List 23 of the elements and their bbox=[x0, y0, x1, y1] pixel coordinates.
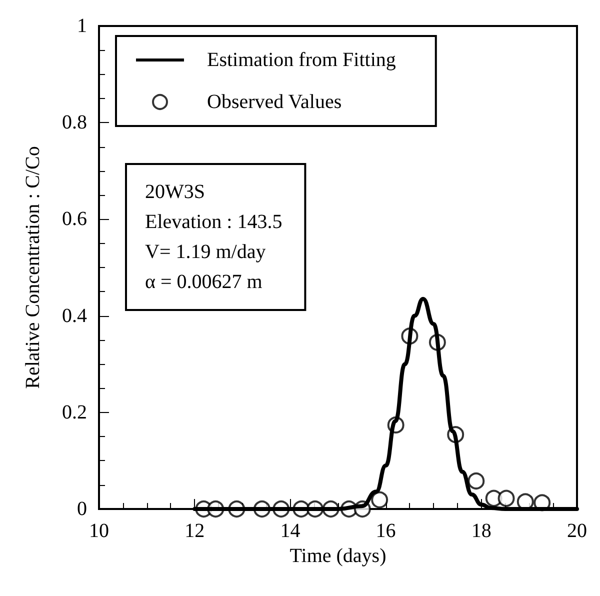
x-tick-label: 16 bbox=[376, 520, 396, 542]
y-tick-label: 0.8 bbox=[62, 112, 87, 134]
x-tick-label: 18 bbox=[471, 520, 492, 542]
legend-label: Observed Values bbox=[207, 91, 342, 113]
legend-label: Estimation from Fitting bbox=[207, 49, 396, 71]
x-tick-label: 10 bbox=[89, 520, 109, 542]
annotation: 20W3S bbox=[145, 181, 205, 203]
y-tick-label: 1 bbox=[77, 15, 87, 37]
x-axis-title: Time (days) bbox=[290, 544, 386, 567]
y-tick-label: 0.4 bbox=[62, 304, 87, 327]
x-tick-label: 12 bbox=[184, 520, 205, 542]
y-tick-label: 0.2 bbox=[62, 401, 87, 424]
point bbox=[371, 491, 388, 508]
point bbox=[468, 472, 485, 490]
y-tick-label: 0 bbox=[77, 498, 87, 520]
annotation: V= 1.19 m/day bbox=[145, 241, 266, 263]
x-tick-label: 20 bbox=[567, 520, 587, 542]
y-tick-label: 0.6 bbox=[62, 208, 87, 230]
x-tick-label: 14 bbox=[280, 520, 300, 542]
y-axis-title: Relative Concentration : C/Co bbox=[22, 146, 44, 389]
annotation: Elevation : 143.5 bbox=[145, 211, 282, 233]
point bbox=[498, 490, 515, 507]
annotation: α = 0.00627 m bbox=[145, 271, 263, 293]
